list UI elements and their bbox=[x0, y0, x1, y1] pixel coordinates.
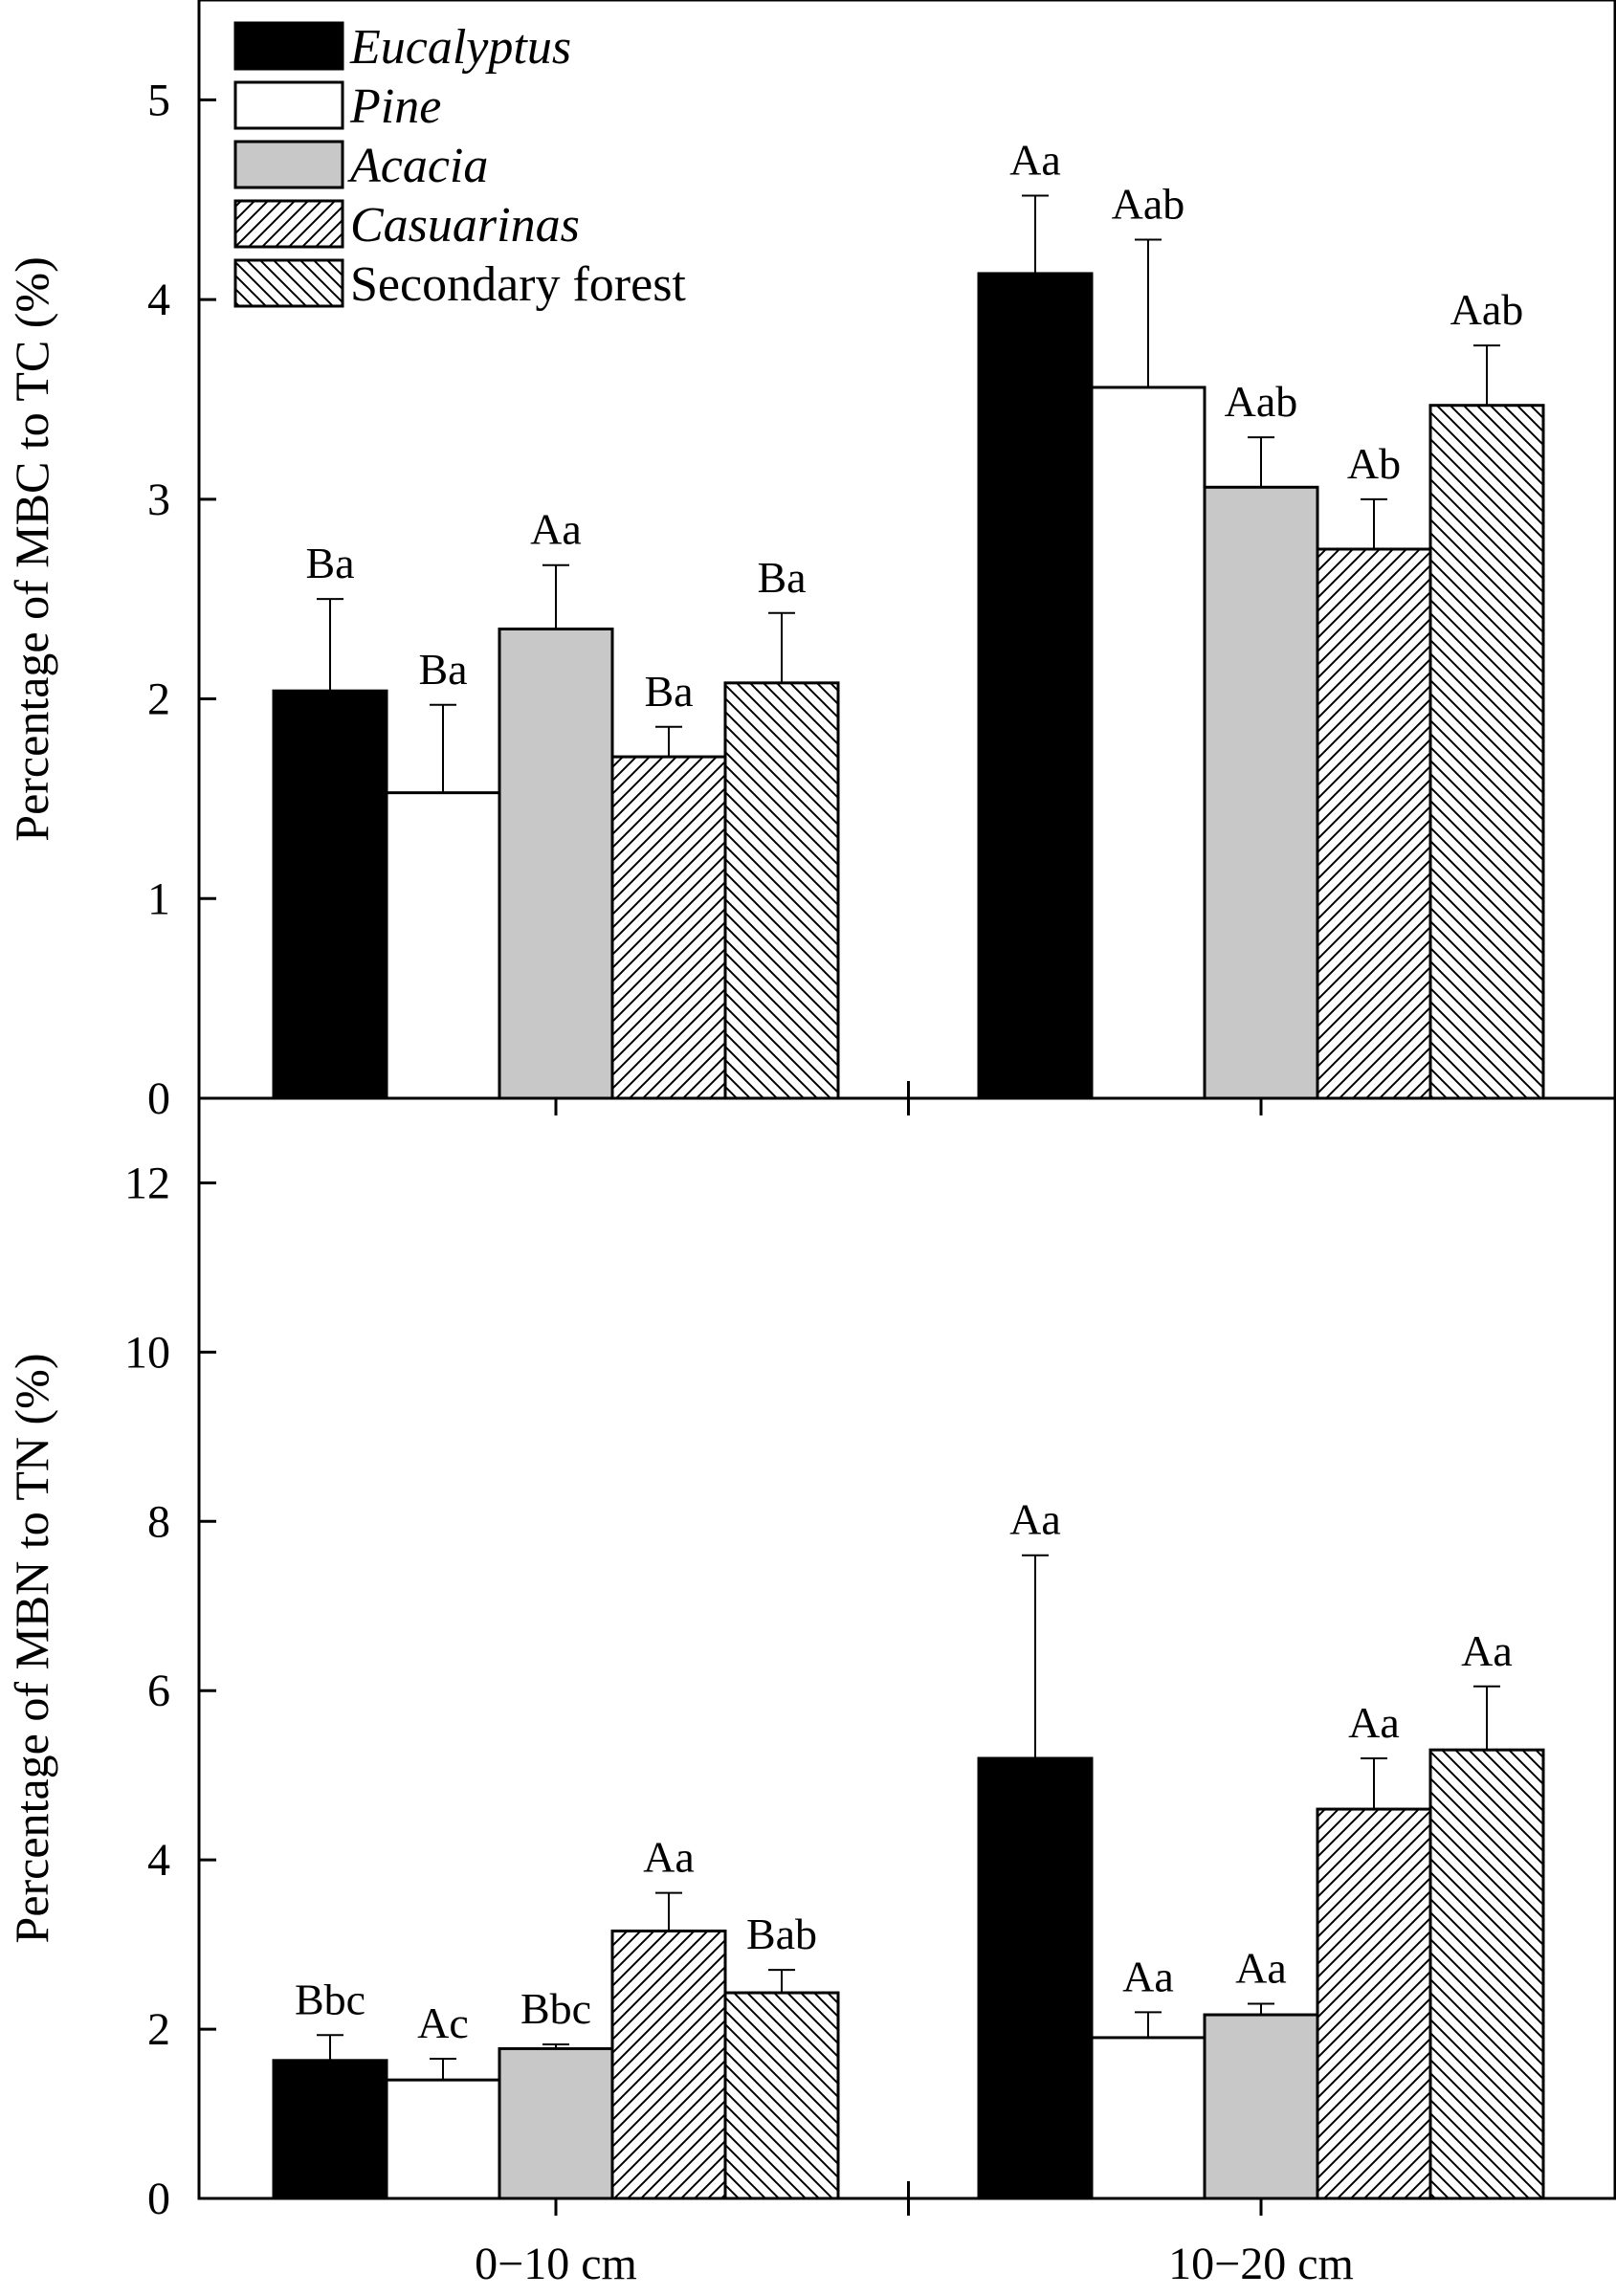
top-y-axis-title: Percentage of MBC to TC (%) bbox=[5, 256, 58, 841]
bottom-bar-secondary-forest bbox=[1428, 1748, 1545, 2200]
legend-swatch bbox=[233, 199, 344, 249]
top-bar-secondary-forest bbox=[1428, 404, 1545, 1100]
bottom-significance-label: Bbc bbox=[295, 1975, 365, 2023]
legend-label: Secondary forest bbox=[350, 257, 686, 312]
bottom-bar-pine bbox=[1090, 2036, 1206, 2200]
legend-swatch bbox=[233, 80, 344, 130]
x-category-label: 10−20 cm bbox=[1168, 2239, 1354, 2289]
top-bar-casuarinas bbox=[610, 755, 727, 1100]
bottom-bar-casuarinas bbox=[1316, 1807, 1432, 2200]
bottom-y-tick-label: 8 bbox=[147, 1496, 170, 1547]
bottom-y-tick-label: 12 bbox=[124, 1158, 170, 1208]
bottom-y-tick-label: 4 bbox=[147, 1835, 170, 1886]
top-significance-label: Aab bbox=[1225, 377, 1298, 426]
legend-label: Casuarinas bbox=[350, 198, 580, 253]
top-significance-label: Ba bbox=[644, 667, 693, 716]
bottom-significance-label: Aa bbox=[1009, 1495, 1061, 1544]
top-significance-label: Ab bbox=[1347, 439, 1401, 488]
bottom-bar-eucalyptus bbox=[977, 1756, 1094, 2200]
top-bar-eucalyptus bbox=[272, 689, 388, 1100]
bottom-bar-secondary-forest bbox=[723, 1991, 840, 2200]
legend-label: Eucalyptus bbox=[349, 20, 571, 75]
bottom-bar-casuarinas bbox=[610, 1929, 727, 2200]
bottom-significance-label: Bab bbox=[746, 1910, 817, 1958]
legend-swatch bbox=[233, 21, 344, 71]
top-y-tick-label: 5 bbox=[147, 75, 170, 125]
top-y-tick-label: 2 bbox=[147, 674, 170, 725]
top-bar-eucalyptus bbox=[977, 272, 1094, 1100]
top-significance-label: Aa bbox=[530, 505, 582, 554]
top-y-tick-label: 1 bbox=[147, 873, 170, 924]
bottom-significance-label: Ac bbox=[417, 1998, 469, 2047]
top-bar-pine bbox=[385, 791, 501, 1100]
bottom-y-tick-label: 6 bbox=[147, 1666, 170, 1716]
top-y-tick-label: 4 bbox=[147, 275, 170, 325]
top-y-tick-label: 0 bbox=[147, 1073, 170, 1124]
bottom-significance-label: Aa bbox=[1122, 1952, 1174, 2000]
bottom-significance-label: Bbc bbox=[520, 1984, 591, 2033]
top-bar-casuarinas bbox=[1316, 547, 1432, 1100]
bottom-y-tick-label: 2 bbox=[147, 2004, 170, 2055]
bottom-bar-acacia bbox=[498, 2046, 614, 2200]
top-y-tick-label: 3 bbox=[147, 475, 170, 525]
legend-swatch bbox=[233, 140, 344, 189]
top-significance-label: Aab bbox=[1450, 285, 1524, 334]
legend-swatch bbox=[233, 258, 344, 308]
top-significance-label: Ba bbox=[305, 539, 354, 587]
bottom-significance-label: Aa bbox=[1235, 1944, 1287, 1993]
top-bar-acacia bbox=[498, 627, 614, 1100]
bottom-y-tick-label: 10 bbox=[124, 1327, 170, 1378]
top-bar-secondary-forest bbox=[723, 681, 840, 1100]
top-significance-label: Aa bbox=[1009, 136, 1061, 185]
top-significance-label: Ba bbox=[418, 645, 467, 694]
bottom-y-axis-title: Percentage of MBN to TN (%) bbox=[5, 1354, 58, 1944]
bottom-significance-label: Aa bbox=[643, 1833, 695, 1882]
top-bar-pine bbox=[1090, 386, 1206, 1100]
legend-label: Acacia bbox=[347, 139, 488, 193]
top-bar-acacia bbox=[1203, 485, 1319, 1100]
top-significance-label: Ba bbox=[757, 553, 806, 602]
top-significance-label: Aab bbox=[1112, 179, 1185, 228]
bottom-significance-label: Aa bbox=[1461, 1626, 1513, 1675]
x-category-label: 0−10 cm bbox=[475, 2239, 637, 2289]
bottom-significance-label: Aa bbox=[1348, 1698, 1400, 1747]
bottom-bar-acacia bbox=[1203, 2013, 1319, 2200]
bottom-y-tick-label: 0 bbox=[147, 2174, 170, 2224]
bottom-bar-eucalyptus bbox=[272, 2059, 388, 2200]
bottom-bar-pine bbox=[385, 2078, 501, 2200]
legend-label: Pine bbox=[349, 79, 441, 134]
